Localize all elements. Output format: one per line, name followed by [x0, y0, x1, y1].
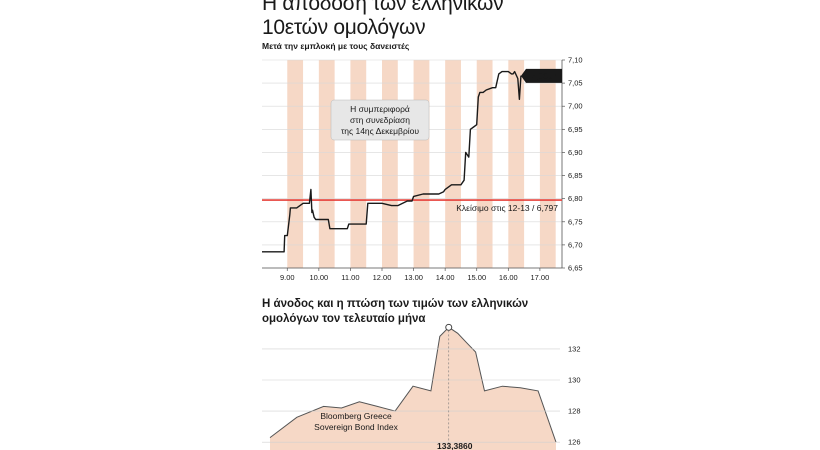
time-band-4 [413, 60, 430, 268]
y-tick-label-0: 6,65 [568, 264, 583, 273]
time-band-0 [287, 60, 304, 268]
y-tick-label-5: 6,90 [568, 148, 583, 157]
peak-marker [445, 323, 453, 331]
top-chart-axes [262, 60, 563, 269]
bottom-chart-title: Η άνοδος και η πτώση των τιμών των ελλην… [262, 297, 562, 327]
top-chart-title-line2: 10ετών ομολόγων [262, 16, 426, 39]
y-tick-label-7: 7,00 [568, 102, 583, 111]
annotation-line-2: της 14ης Δεκεμβρίου [341, 126, 419, 136]
last-value-label: 7,0657 [531, 71, 557, 81]
time-band-5 [445, 60, 461, 268]
y-tick-label-2: 6,75 [568, 217, 583, 226]
y-tick-label-6: 6,95 [568, 125, 583, 134]
top-chart-line [262, 70, 537, 253]
top-chart-subtitle: Μετά την εμπλοκή με τους δανειστές [262, 41, 410, 51]
x-tick-label-2: 11.00 [341, 273, 359, 282]
annotation-box [330, 99, 430, 141]
top-chart-title: Η απόδοση των ελληνικών 10ετών ομολόγων [262, 0, 504, 40]
time-band-1 [318, 60, 335, 268]
top-chart-title-line1: Η απόδοση των ελληνικών [262, 0, 504, 15]
reference-line-label: Κλείσιμο στις 12-13 / 6,797 [456, 203, 558, 213]
bottom-chart-area [269, 326, 557, 450]
x-tick-label-7: 16.00 [499, 273, 518, 282]
bottom-y-tick-label-1: 128 [568, 407, 581, 416]
y-tick-label-4: 6,85 [568, 171, 583, 180]
x-tick-label-8: 17.00 [531, 273, 550, 282]
time-band-8 [539, 60, 556, 268]
y-tick-label-1: 6,70 [568, 240, 583, 249]
yield-series-line [262, 70, 537, 253]
top-chart-gridlines [262, 59, 562, 269]
bottom-y-tick-label-0: 126 [568, 438, 581, 447]
bond-index-area [270, 327, 556, 450]
time-band-7 [508, 60, 525, 268]
bottom-chart-title-line1: Η άνοδος και η πτώση των τιμών των ελλην… [262, 298, 529, 310]
y-tick-label-8: 7,05 [568, 79, 583, 88]
bond-index-line [269, 326, 557, 443]
series-label-line-0: Bloomberg Greece [320, 411, 392, 421]
bottom-y-tick-label-2: 130 [568, 376, 581, 385]
bottom-y-tick-label-3: 132 [568, 344, 581, 353]
annotation-line-1: στη συνεδρίαση [350, 115, 410, 125]
x-tick-label-0: 9.00 [280, 273, 295, 282]
time-band-2 [350, 60, 367, 268]
x-tick-label-1: 10.00 [309, 273, 328, 282]
x-tick-label-5: 14.00 [436, 273, 455, 282]
top-chart-ticks: 6,65 6,70 6,75 6,80 6,85 6,90 6,95 7,00 7,05 7,10… [280, 56, 583, 283]
y-tick-label-3: 6,80 [568, 194, 583, 203]
bottom-chart-title-line2: ομολόγων τον τελευταίο μήνα [262, 313, 426, 325]
x-tick-label-6: 15.00 [467, 273, 486, 282]
time-band-6 [476, 60, 493, 268]
last-value-badge [521, 68, 562, 83]
series-label-line-1: Sovereign Bond Index [314, 422, 398, 432]
time-band-3 [382, 60, 398, 268]
bottom-chart-ticks: 126 128 130 132 [568, 344, 581, 446]
top-chart-bands [287, 60, 556, 268]
y-tick-label-9: 7,10 [568, 56, 583, 65]
peak-value-label: 133,3860 [437, 441, 473, 450]
x-tick-label-4: 13.00 [404, 273, 423, 282]
annotation-line-0: Η συμπεριφορά [350, 104, 410, 114]
bottom-chart-gridlines [262, 348, 560, 443]
x-tick-label-3: 12.00 [373, 273, 392, 282]
